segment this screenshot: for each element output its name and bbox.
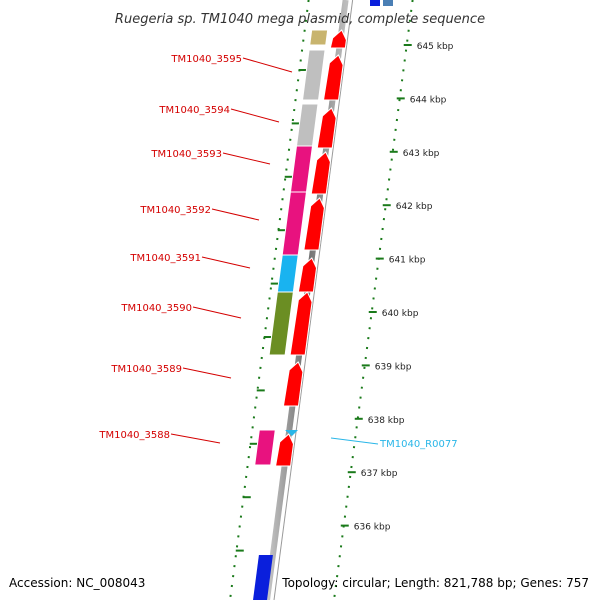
- gene-leader-line: [242, 57, 293, 73]
- rna-leader-line: [330, 437, 379, 445]
- gene-leader-line: [182, 367, 232, 379]
- topology-text: Topology: circular; Length: 821,788 bp; …: [281, 576, 589, 590]
- ruler-label: 636 kbp: [354, 523, 391, 533]
- blue-feature: [370, 0, 380, 6]
- olive-feature: [268, 291, 294, 356]
- gene-arrow: [303, 197, 325, 251]
- ruler-label: 645 kbp: [417, 42, 454, 52]
- gene-leader-line: [170, 433, 221, 444]
- gene-leader-line: [211, 208, 260, 221]
- ruler-label: 637 kbp: [361, 469, 398, 479]
- blue-feature: [253, 555, 273, 600]
- ruler-label: 639 kbp: [375, 362, 412, 372]
- gene-label: TM1040_3595: [170, 54, 242, 65]
- gene-leader-line: [230, 108, 280, 123]
- gene-leader-line: [192, 306, 242, 319]
- gene-label: TM1040_3589: [110, 364, 182, 375]
- gene-arrow: [297, 257, 318, 293]
- steel-feature: [383, 0, 393, 6]
- magenta-feature: [281, 191, 308, 256]
- cyan-feature: [276, 254, 299, 293]
- outer-tick-track: [333, 0, 414, 600]
- gene-arrow: [329, 29, 347, 49]
- ruler-label: 638 kbp: [368, 416, 405, 426]
- gene-leader-line: [222, 152, 271, 165]
- ruler-label: 640 kbp: [382, 309, 419, 319]
- accession-text: Accession: NC_008043: [9, 576, 145, 590]
- inner-tick-track: [229, 0, 310, 600]
- gene-leader-line: [201, 256, 251, 269]
- ruler-label: 644 kbp: [410, 95, 447, 105]
- ruler-label: 642 kbp: [396, 202, 433, 212]
- gene-label: TM1040_3591: [129, 253, 201, 264]
- gene-arrow: [274, 433, 294, 467]
- gene-arrow: [289, 291, 313, 356]
- grey-feature: [301, 49, 326, 101]
- ruler-label: 641 kbp: [389, 256, 426, 266]
- grey-feature: [295, 103, 319, 147]
- map-title: Ruegeria sp. TM1040 mega plasmid, comple…: [115, 12, 485, 27]
- rna-label: TM1040_R0077: [379, 439, 458, 450]
- gene-label: TM1040_3592: [139, 205, 211, 216]
- gene-arrow: [316, 107, 337, 149]
- gene-arrow: [310, 151, 331, 195]
- tan-feature: [309, 29, 329, 46]
- gene-arrow: [282, 361, 304, 407]
- gene-label: TM1040_3593: [150, 149, 222, 160]
- magenta-feature: [254, 429, 276, 466]
- gene-arrow: [322, 54, 344, 101]
- gene-label: TM1040_3590: [120, 303, 192, 314]
- magenta-feature: [289, 145, 314, 193]
- inner-track-line: [273, 0, 354, 600]
- gene-label: TM1040_3594: [158, 105, 230, 116]
- gene-label: TM1040_3588: [98, 430, 170, 441]
- ruler-label: 643 kbp: [403, 149, 440, 159]
- rna-marker-icon: [285, 430, 298, 436]
